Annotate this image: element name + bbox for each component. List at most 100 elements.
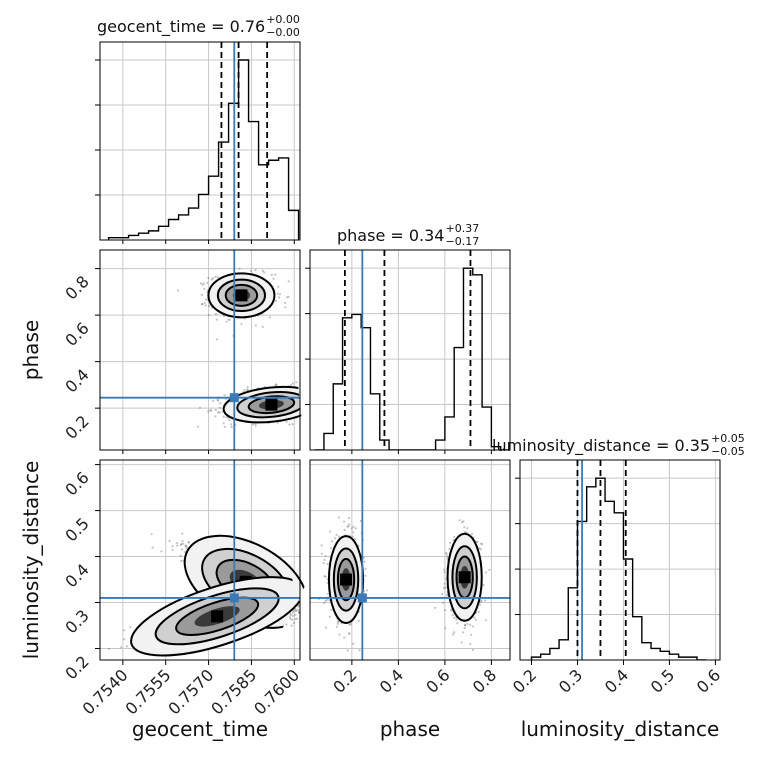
y-tick-label: 0.4 bbox=[61, 560, 92, 591]
sample-point bbox=[181, 548, 184, 551]
sample-point bbox=[200, 303, 203, 306]
sample-point bbox=[283, 301, 287, 305]
sample-point bbox=[466, 622, 469, 626]
sample-point bbox=[321, 402, 323, 404]
sample-point bbox=[346, 649, 349, 652]
sample-point bbox=[469, 633, 473, 636]
sample-point bbox=[351, 535, 354, 538]
sample-point bbox=[455, 618, 458, 621]
sample-point bbox=[480, 542, 483, 545]
sample-point bbox=[443, 568, 446, 571]
sample-point bbox=[254, 424, 257, 427]
sample-point bbox=[289, 617, 292, 621]
sample-point bbox=[321, 395, 323, 397]
sample-point bbox=[449, 541, 452, 545]
sample-point bbox=[336, 622, 339, 626]
sample-point bbox=[303, 385, 305, 387]
sample-point bbox=[322, 619, 324, 621]
sample-point bbox=[338, 535, 341, 538]
sample-point bbox=[363, 560, 366, 563]
sample-point bbox=[123, 629, 126, 632]
sample-point bbox=[216, 399, 220, 402]
sample-point bbox=[315, 390, 317, 392]
sample-point bbox=[307, 613, 309, 615]
sample-point bbox=[310, 612, 312, 614]
truth-marker bbox=[357, 593, 367, 603]
y-tick-label: 0.8 bbox=[61, 272, 92, 303]
sample-point bbox=[323, 601, 326, 605]
sample-point bbox=[470, 532, 474, 536]
sample-point bbox=[441, 592, 444, 596]
sample-point bbox=[295, 381, 298, 384]
sample-point bbox=[272, 277, 275, 280]
sample-point bbox=[314, 589, 316, 591]
sample-point bbox=[322, 562, 325, 565]
sample-point bbox=[196, 425, 199, 428]
sample-point bbox=[482, 584, 485, 587]
sample-point bbox=[306, 611, 308, 613]
sample-point bbox=[214, 408, 217, 412]
sample-point bbox=[335, 625, 338, 628]
sample-point bbox=[460, 641, 463, 644]
sample-point bbox=[348, 517, 351, 520]
sample-point bbox=[463, 624, 467, 627]
sample-point bbox=[261, 269, 264, 272]
x-axis-label: phase bbox=[380, 717, 440, 741]
sample-point bbox=[297, 609, 300, 612]
sample-point bbox=[334, 537, 337, 540]
histogram-geocent_time bbox=[107, 59, 300, 240]
sample-point bbox=[290, 624, 293, 627]
x-tick-label: 0.7570 bbox=[164, 665, 217, 718]
sample-point bbox=[187, 541, 190, 544]
sample-point bbox=[327, 621, 329, 623]
sample-point bbox=[343, 636, 346, 639]
sample-point bbox=[484, 571, 488, 574]
sample-point bbox=[211, 277, 214, 280]
sample-point bbox=[445, 553, 448, 556]
sample-point bbox=[276, 292, 279, 295]
title-plus-error: +0.05 bbox=[711, 432, 745, 445]
x-tick-label: 0.3 bbox=[555, 665, 586, 696]
sample-point bbox=[301, 400, 303, 402]
sample-point bbox=[320, 552, 323, 555]
sample-point bbox=[251, 423, 254, 426]
sample-point bbox=[323, 575, 326, 578]
sample-point bbox=[270, 273, 273, 277]
truth-marker bbox=[229, 593, 239, 603]
sample-point bbox=[451, 613, 454, 617]
sample-point bbox=[317, 583, 319, 585]
x-tick-label: 0.7600 bbox=[250, 665, 303, 718]
axes-frame bbox=[519, 459, 721, 661]
sample-point bbox=[331, 540, 334, 543]
y-tick-label: 0.6 bbox=[61, 468, 92, 499]
sample-point bbox=[323, 620, 325, 622]
sample-point bbox=[243, 389, 246, 392]
sample-point bbox=[328, 615, 331, 619]
sample-point bbox=[277, 296, 281, 299]
sample-point bbox=[326, 562, 329, 566]
sample-point bbox=[285, 623, 288, 626]
histogram-luminosity_distance bbox=[530, 477, 707, 660]
sample-point bbox=[472, 625, 475, 628]
sample-point bbox=[354, 527, 357, 530]
sample-point bbox=[120, 646, 123, 649]
sample-point bbox=[202, 282, 205, 285]
y-axis-label: phase bbox=[19, 320, 43, 380]
y-tick-label: 0.5 bbox=[61, 514, 92, 545]
sample-point bbox=[216, 276, 219, 279]
sample-point bbox=[278, 293, 282, 296]
sample-point bbox=[222, 415, 225, 418]
sample-point bbox=[294, 613, 297, 617]
sample-point bbox=[314, 586, 316, 588]
sample-point bbox=[301, 604, 303, 606]
sample-point bbox=[230, 425, 233, 429]
sample-point bbox=[306, 594, 308, 596]
sample-point bbox=[321, 400, 323, 402]
sample-point bbox=[287, 295, 290, 298]
sample-point bbox=[284, 306, 287, 309]
sample-point bbox=[304, 621, 306, 623]
sample-point bbox=[371, 557, 373, 559]
sample-point bbox=[325, 595, 327, 597]
sample-point bbox=[223, 425, 226, 428]
sample-point bbox=[292, 621, 296, 625]
